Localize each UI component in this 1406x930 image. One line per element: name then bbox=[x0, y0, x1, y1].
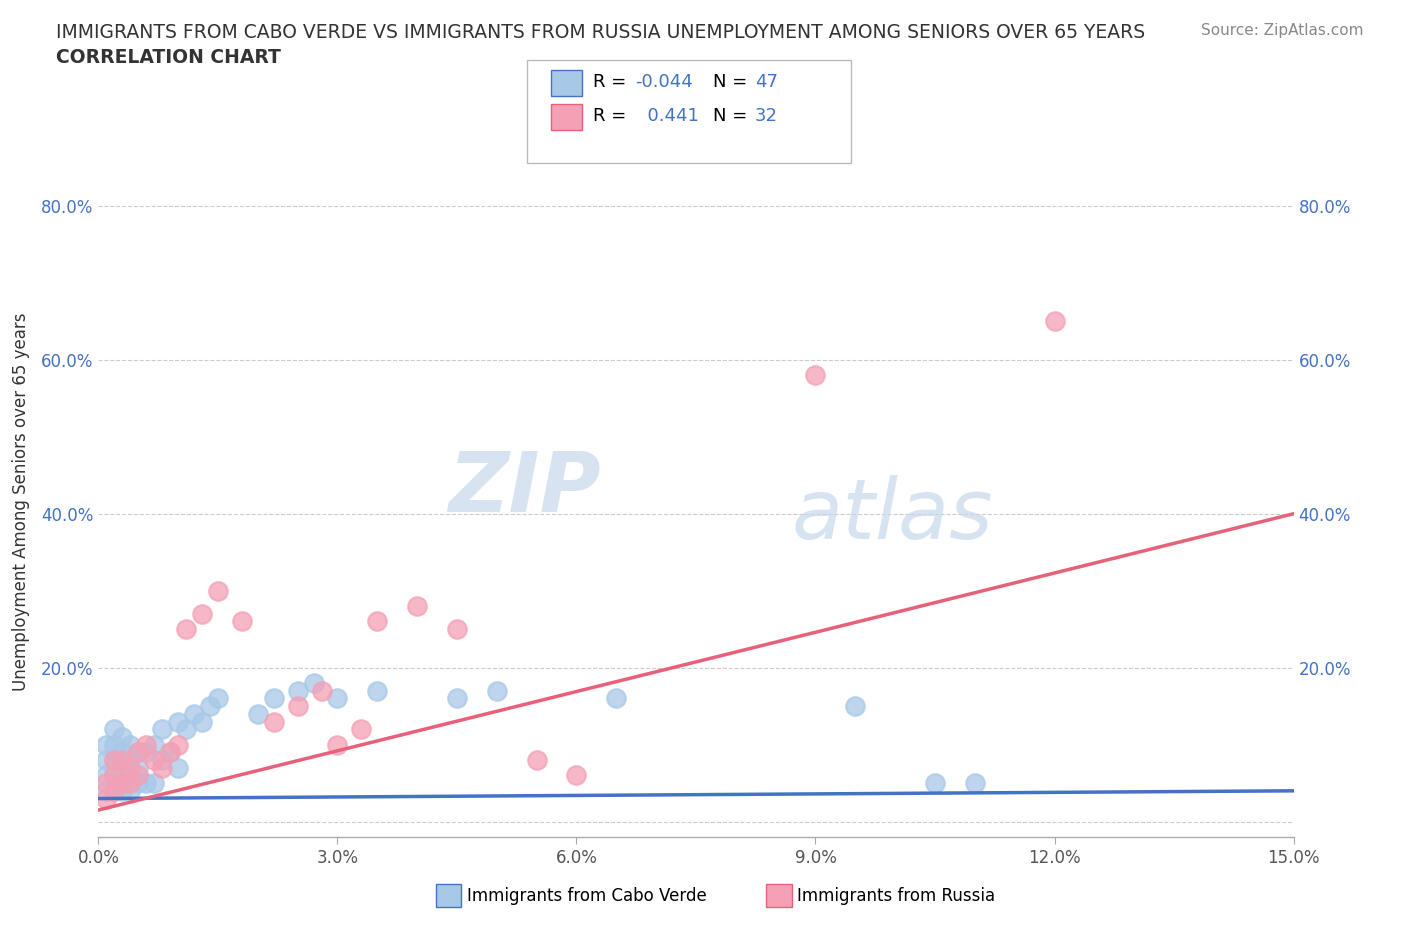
Point bbox=[143, 737, 166, 752]
Text: Immigrants from Cabo Verde: Immigrants from Cabo Verde bbox=[467, 886, 707, 905]
Point bbox=[446, 691, 468, 706]
Point bbox=[207, 583, 229, 598]
Text: atlas: atlas bbox=[792, 475, 993, 556]
Point bbox=[96, 752, 118, 767]
Point bbox=[120, 776, 142, 790]
Point bbox=[485, 684, 508, 698]
Point bbox=[120, 783, 142, 798]
Point bbox=[366, 614, 388, 629]
Point bbox=[111, 745, 134, 760]
Point bbox=[1043, 314, 1066, 329]
Point bbox=[120, 768, 142, 783]
Point bbox=[565, 768, 588, 783]
Text: N =: N = bbox=[713, 107, 747, 126]
Point bbox=[111, 752, 134, 767]
Point bbox=[605, 691, 627, 706]
Point bbox=[111, 783, 134, 798]
Point bbox=[366, 684, 388, 698]
Text: Immigrants from Russia: Immigrants from Russia bbox=[797, 886, 995, 905]
Point bbox=[127, 761, 149, 776]
Point bbox=[406, 599, 429, 614]
Point bbox=[804, 367, 827, 382]
Text: 47: 47 bbox=[755, 73, 778, 91]
Point bbox=[120, 752, 142, 767]
Point bbox=[263, 714, 285, 729]
Point bbox=[103, 783, 125, 798]
Text: ZIP: ZIP bbox=[447, 448, 600, 529]
Point bbox=[350, 722, 373, 737]
Point bbox=[526, 752, 548, 767]
Point bbox=[127, 776, 149, 790]
Point bbox=[103, 768, 125, 783]
Point bbox=[120, 737, 142, 752]
Text: IMMIGRANTS FROM CABO VERDE VS IMMIGRANTS FROM RUSSIA UNEMPLOYMENT AMONG SENIORS : IMMIGRANTS FROM CABO VERDE VS IMMIGRANTS… bbox=[56, 23, 1146, 42]
Point bbox=[96, 737, 118, 752]
Point bbox=[326, 691, 349, 706]
Point bbox=[103, 752, 125, 767]
Text: 0.441: 0.441 bbox=[636, 107, 699, 126]
Point bbox=[924, 776, 946, 790]
Point bbox=[191, 714, 214, 729]
Point bbox=[96, 776, 118, 790]
Point bbox=[143, 776, 166, 790]
Point bbox=[135, 737, 157, 752]
Point bbox=[174, 722, 197, 737]
Point bbox=[96, 783, 118, 798]
Point bbox=[198, 698, 221, 713]
Point bbox=[207, 691, 229, 706]
Text: Source: ZipAtlas.com: Source: ZipAtlas.com bbox=[1201, 23, 1364, 38]
Point bbox=[103, 752, 125, 767]
Point bbox=[143, 752, 166, 767]
Text: N =: N = bbox=[713, 73, 747, 91]
Point bbox=[103, 722, 125, 737]
Text: 32: 32 bbox=[755, 107, 778, 126]
Point bbox=[287, 684, 309, 698]
Point bbox=[167, 737, 190, 752]
Point bbox=[127, 768, 149, 783]
Point bbox=[111, 729, 134, 744]
Point bbox=[127, 745, 149, 760]
Text: -0.044: -0.044 bbox=[636, 73, 693, 91]
Point bbox=[311, 684, 333, 698]
Point bbox=[174, 622, 197, 637]
Text: CORRELATION CHART: CORRELATION CHART bbox=[56, 48, 281, 67]
Point bbox=[120, 761, 142, 776]
Point bbox=[127, 745, 149, 760]
Point bbox=[96, 791, 118, 806]
Point bbox=[231, 614, 253, 629]
Point bbox=[150, 722, 173, 737]
Point bbox=[111, 776, 134, 790]
Point bbox=[167, 761, 190, 776]
Point bbox=[159, 745, 181, 760]
Point bbox=[167, 714, 190, 729]
Point bbox=[446, 622, 468, 637]
Point bbox=[150, 752, 173, 767]
Point bbox=[150, 761, 173, 776]
Point bbox=[963, 776, 986, 790]
Point bbox=[191, 606, 214, 621]
Point bbox=[111, 761, 134, 776]
Y-axis label: Unemployment Among Seniors over 65 years: Unemployment Among Seniors over 65 years bbox=[11, 313, 30, 691]
Point bbox=[326, 737, 349, 752]
Text: R =: R = bbox=[593, 73, 627, 91]
Point bbox=[287, 698, 309, 713]
Point bbox=[302, 675, 325, 690]
Point bbox=[159, 745, 181, 760]
Point bbox=[135, 745, 157, 760]
Point bbox=[103, 768, 125, 783]
Point bbox=[103, 783, 125, 798]
Point bbox=[96, 768, 118, 783]
Point bbox=[135, 776, 157, 790]
Point bbox=[183, 707, 205, 722]
Point bbox=[844, 698, 866, 713]
Text: R =: R = bbox=[593, 107, 627, 126]
Point bbox=[103, 737, 125, 752]
Point bbox=[263, 691, 285, 706]
Point bbox=[246, 707, 269, 722]
Point bbox=[111, 776, 134, 790]
